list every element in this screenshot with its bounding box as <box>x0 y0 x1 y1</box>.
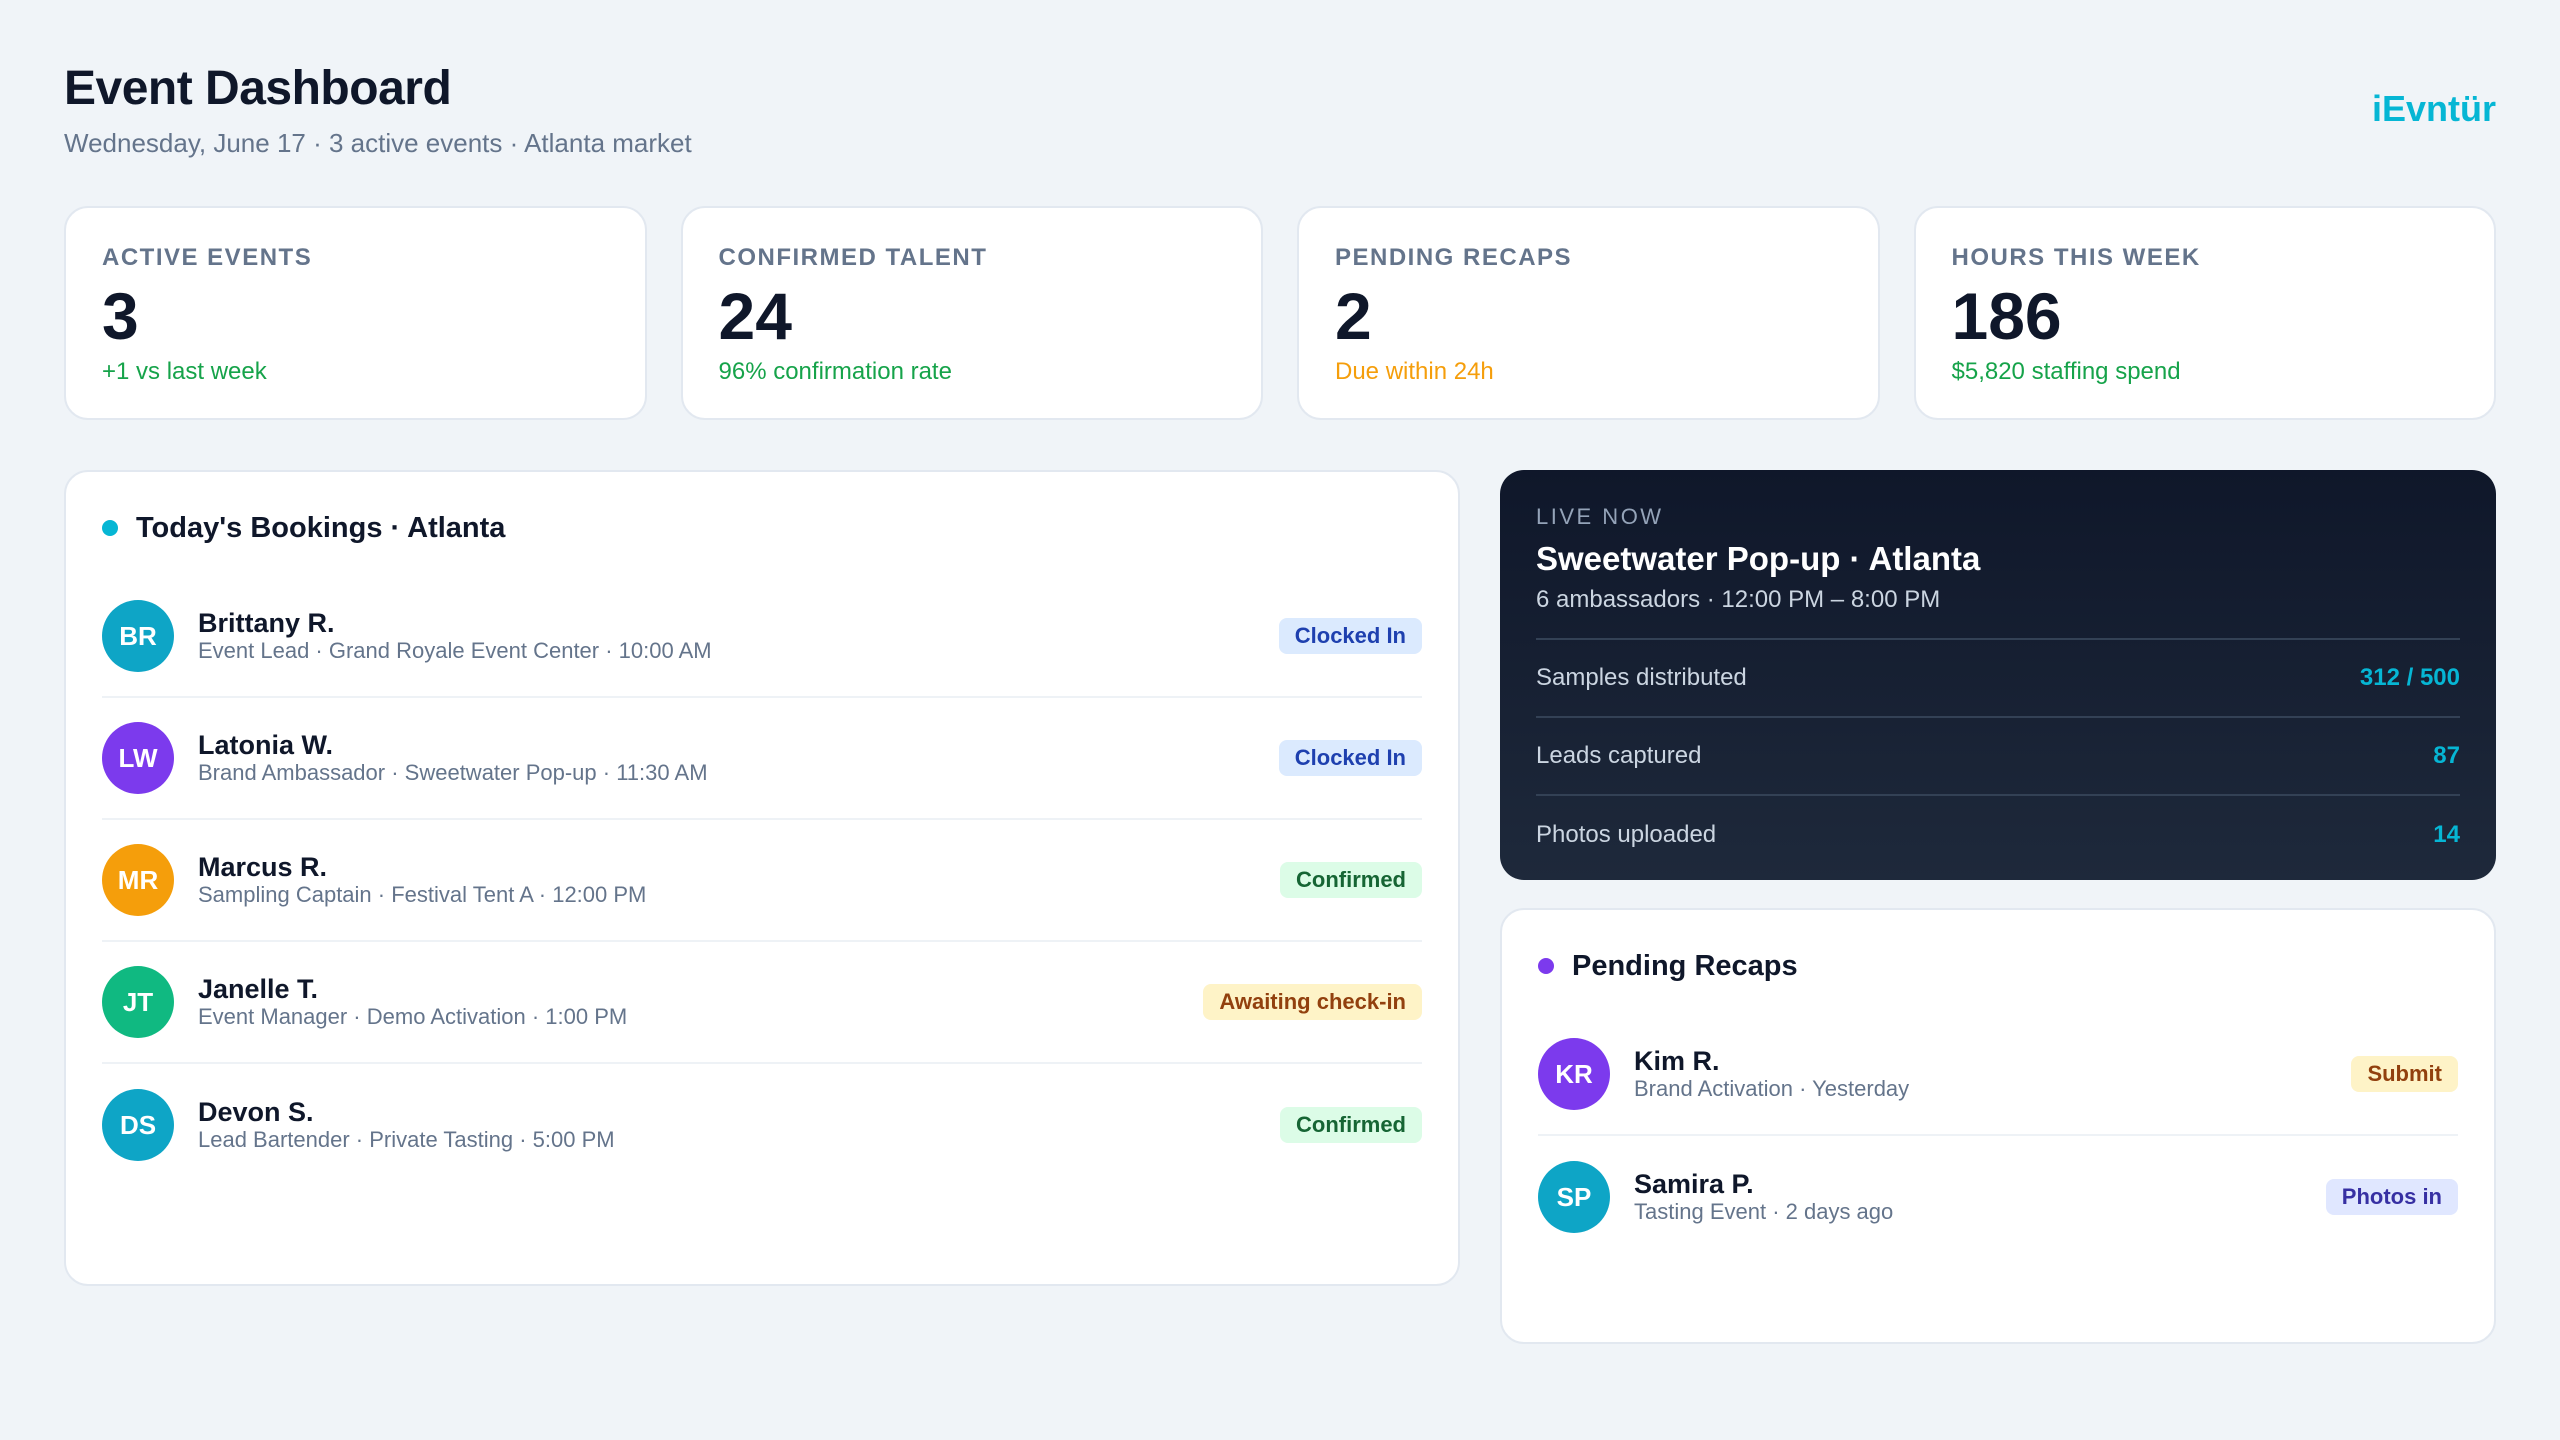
booking-text: Latonia W. Brand Ambassador · Sweetwater… <box>198 730 708 786</box>
booking-name: Marcus R. <box>198 852 328 882</box>
stat-label: ACTIVE EVENTS <box>102 244 313 271</box>
booking-name: Janelle T. <box>198 974 319 1004</box>
stat-value: 2 <box>1335 279 1372 353</box>
stat-value: 24 <box>718 279 792 353</box>
submit-badge[interactable]: Submit <box>2351 1056 2458 1092</box>
booking-meta: Event Lead · Grand Royale Event Center ·… <box>198 638 712 663</box>
bookings-list: BR Brittany R. Event Lead · Grand Royale… <box>102 576 1422 1186</box>
recap-row[interactable]: KR Kim R. Brand Activation · Yesterday S… <box>1538 1014 2458 1136</box>
metric-value: 87 <box>2433 742 2460 769</box>
stat-label: HOURS THIS WEEK <box>1951 244 2201 271</box>
status-badge: Clocked In <box>1278 740 1422 776</box>
recap-name: Samira P. <box>1634 1169 1754 1199</box>
pending-recaps-card: Pending Recaps KR Kim R. Brand Activatio… <box>1500 908 2496 1344</box>
metric-row: Leads captured 87 <box>1536 718 2460 796</box>
recaps-list: KR Kim R. Brand Activation · Yesterday S… <box>1538 1014 2458 1258</box>
live-metrics: Samples distributed 312 / 500 Leads capt… <box>1536 638 2460 874</box>
status-dot-icon <box>1538 958 1554 974</box>
booking-row[interactable]: JT Janelle T. Event Manager · Demo Activ… <box>102 942 1422 1064</box>
status-badge: Photos in <box>2325 1179 2458 1215</box>
live-tag: LIVE NOW <box>1536 504 1664 529</box>
booking-meta: Lead Bartender · Private Tasting · 5:00 … <box>198 1127 615 1152</box>
stat-label: CONFIRMED TALENT <box>718 244 988 271</box>
stat-value: 3 <box>102 279 139 353</box>
stat-subtext: +1 vs last week <box>102 358 267 385</box>
booking-row[interactable]: LW Latonia W. Brand Ambassador · Sweetwa… <box>102 698 1422 820</box>
avatar: BR <box>102 600 174 672</box>
status-badge: Awaiting check-in <box>1203 984 1422 1020</box>
recap-row[interactable]: SP Samira P. Tasting Event · 2 days ago … <box>1538 1136 2458 1258</box>
recap-meta: Brand Activation · Yesterday <box>1634 1076 1910 1101</box>
metric-row: Samples distributed 312 / 500 <box>1536 640 2460 718</box>
metric-row: Photos uploaded 14 <box>1536 796 2460 874</box>
stat-value: 186 <box>1951 279 2062 353</box>
bookings-title: Today's Bookings · Atlanta <box>136 511 506 544</box>
booking-meta: Brand Ambassador · Sweetwater Pop-up · 1… <box>198 760 708 785</box>
stats-row: ACTIVE EVENTS 3 +1 vs last week CONFIRME… <box>64 206 2496 420</box>
recaps-header: Pending Recaps <box>1538 946 2458 986</box>
avatar: DS <box>102 1089 174 1161</box>
bookings-header: Today's Bookings · Atlanta <box>102 508 1422 548</box>
status-badge: Clocked In <box>1278 618 1422 654</box>
metric-label: Leads captured <box>1536 742 1702 769</box>
bookings-card: Today's Bookings · Atlanta BR Brittany R… <box>64 470 1460 1286</box>
avatar: JT <box>102 966 174 1038</box>
booking-text: Janelle T. Event Manager · Demo Activati… <box>198 974 627 1030</box>
booking-text: Brittany R. Event Lead · Grand Royale Ev… <box>198 608 712 664</box>
stat-subtext: 96% confirmation rate <box>718 358 952 385</box>
metric-label: Photos uploaded <box>1536 821 1717 848</box>
booking-meta: Event Manager · Demo Activation · 1:00 P… <box>198 1004 628 1029</box>
stat-label: PENDING RECAPS <box>1335 244 1573 271</box>
booking-text: Marcus R. Sampling Captain · Festival Te… <box>198 852 646 908</box>
booking-row[interactable]: MR Marcus R. Sampling Captain · Festival… <box>102 820 1422 942</box>
recap-text: Samira P. Tasting Event · 2 days ago <box>1634 1169 1893 1225</box>
page-header: Event Dashboard Wednesday, June 17 · 3 a… <box>64 60 2496 170</box>
live-subtitle: 6 ambassadors · 12:00 PM – 8:00 PM <box>1536 586 1941 613</box>
status-dot-icon <box>102 520 118 536</box>
recap-name: Kim R. <box>1634 1046 1720 1076</box>
stat-subtext: $5,820 staffing spend <box>1951 358 2181 385</box>
metric-label: Samples distributed <box>1536 664 1747 691</box>
page-subtitle: Wednesday, June 17 · 3 active events · A… <box>64 128 692 158</box>
live-title: Sweetwater Pop-up · Atlanta <box>1536 540 1981 577</box>
recap-text: Kim R. Brand Activation · Yesterday <box>1634 1046 1909 1102</box>
booking-row[interactable]: DS Devon S. Lead Bartender · Private Tas… <box>102 1064 1422 1186</box>
stat-card-confirmed-talent[interactable]: CONFIRMED TALENT 24 96% confirmation rat… <box>680 206 1263 420</box>
dashboard-page: Event Dashboard Wednesday, June 17 · 3 a… <box>64 60 2496 1344</box>
avatar: LW <box>102 722 174 794</box>
stat-card-pending-recaps[interactable]: PENDING RECAPS 2 Due within 24h <box>1297 206 1880 420</box>
status-badge: Confirmed <box>1280 1107 1422 1143</box>
booking-row[interactable]: BR Brittany R. Event Lead · Grand Royale… <box>102 576 1422 698</box>
booking-name: Brittany R. <box>198 608 335 638</box>
page-title: Event Dashboard <box>64 62 452 115</box>
status-badge: Confirmed <box>1280 862 1422 898</box>
live-now-card[interactable]: LIVE NOW Sweetwater Pop-up · Atlanta 6 a… <box>1500 470 2496 880</box>
recap-meta: Tasting Event · 2 days ago <box>1634 1199 1894 1224</box>
booking-meta: Sampling Captain · Festival Tent A · 12:… <box>198 882 647 907</box>
metric-value: 14 <box>2433 821 2460 848</box>
stat-card-active-events[interactable]: ACTIVE EVENTS 3 +1 vs last week <box>64 206 647 420</box>
avatar: KR <box>1538 1038 1610 1110</box>
avatar: SP <box>1538 1161 1610 1233</box>
avatar: MR <box>102 844 174 916</box>
booking-text: Devon S. Lead Bartender · Private Tastin… <box>198 1097 615 1153</box>
recaps-title: Pending Recaps <box>1572 949 1798 982</box>
booking-name: Latonia W. <box>198 730 333 760</box>
stat-subtext: Due within 24h <box>1335 358 1494 385</box>
metric-value: 312 / 500 <box>2359 664 2460 691</box>
stat-card-hours-this-week[interactable]: HOURS THIS WEEK 186 $5,820 staffing spen… <box>1913 206 2496 420</box>
brand-logo[interactable]: iEvntür <box>2371 88 2496 129</box>
booking-name: Devon S. <box>198 1097 314 1127</box>
